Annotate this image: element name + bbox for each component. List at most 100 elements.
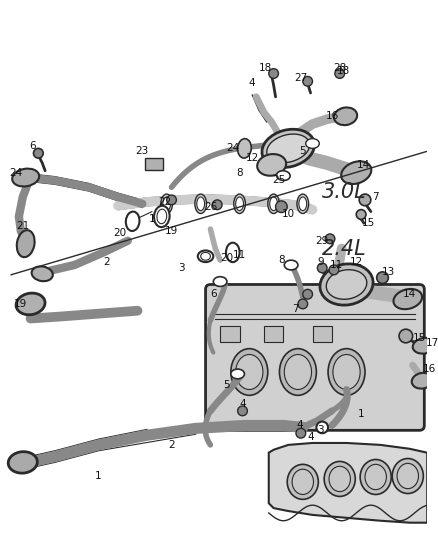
Text: 20: 20 [220,253,233,263]
Ellipse shape [393,289,422,309]
Circle shape [318,263,327,273]
Ellipse shape [326,270,367,300]
Ellipse shape [329,466,350,491]
Circle shape [303,76,312,86]
Ellipse shape [413,338,436,354]
Ellipse shape [328,349,365,395]
Circle shape [303,289,312,299]
Text: 10: 10 [282,208,295,219]
Bar [312,326,332,342]
Ellipse shape [297,194,309,214]
Text: 22: 22 [158,197,171,207]
Ellipse shape [360,459,391,495]
Ellipse shape [213,277,227,286]
Circle shape [329,265,339,275]
Circle shape [325,234,335,244]
Circle shape [212,200,222,209]
Circle shape [269,69,279,78]
Ellipse shape [287,464,318,499]
Text: 17: 17 [425,338,438,348]
Text: 14: 14 [403,289,417,299]
Text: 4: 4 [297,421,303,431]
Ellipse shape [12,168,39,187]
Ellipse shape [257,154,286,176]
Text: 3.0L: 3.0L [322,182,367,202]
Ellipse shape [268,194,279,214]
Ellipse shape [231,369,244,379]
Text: 1: 1 [95,471,102,481]
Ellipse shape [201,253,210,260]
Circle shape [377,272,389,284]
Ellipse shape [197,197,205,211]
Text: 23: 23 [136,146,149,156]
Text: 1: 1 [149,214,155,224]
Ellipse shape [17,230,35,257]
Text: 2: 2 [168,440,175,450]
Text: 12: 12 [246,153,259,163]
Ellipse shape [270,197,278,211]
Circle shape [167,195,177,205]
Text: 11: 11 [330,260,343,270]
Text: 16: 16 [423,364,436,374]
Ellipse shape [231,349,268,395]
Text: 4: 4 [307,432,314,442]
Circle shape [276,201,287,213]
Text: 28: 28 [333,63,346,72]
Text: 2.4L: 2.4L [322,238,367,259]
Ellipse shape [154,206,170,227]
Text: 6: 6 [210,289,217,299]
FancyBboxPatch shape [205,285,424,430]
Text: 3: 3 [317,425,324,435]
Text: 5: 5 [224,379,230,390]
Text: 18: 18 [337,66,350,76]
Text: 29: 29 [316,236,329,246]
Ellipse shape [161,194,173,214]
Ellipse shape [126,212,139,231]
Circle shape [33,148,43,158]
Text: 15: 15 [362,218,375,228]
Ellipse shape [16,293,45,315]
Ellipse shape [299,197,307,211]
Text: 8: 8 [278,255,285,265]
Text: 26: 26 [204,201,217,212]
Ellipse shape [238,139,251,158]
Text: 4: 4 [239,399,246,409]
Text: 13: 13 [381,267,395,277]
Ellipse shape [8,451,37,473]
Circle shape [296,429,306,438]
Bar [145,158,163,170]
Text: 14: 14 [357,160,370,170]
Text: 7: 7 [292,304,298,314]
Ellipse shape [397,463,418,489]
Ellipse shape [292,469,314,495]
Polygon shape [269,443,427,523]
Bar [264,326,283,342]
Text: 4: 4 [249,78,255,88]
Text: 24: 24 [226,143,240,154]
Ellipse shape [341,161,371,184]
Text: 12: 12 [350,257,363,267]
Text: 7: 7 [372,192,379,202]
Text: 21: 21 [16,221,29,231]
Circle shape [399,329,413,343]
Ellipse shape [334,108,357,125]
Circle shape [238,406,247,416]
Ellipse shape [284,260,298,270]
Text: 25: 25 [272,175,285,185]
Ellipse shape [234,194,245,214]
Ellipse shape [392,458,424,494]
Text: 27: 27 [294,74,307,83]
Text: 18: 18 [259,63,272,72]
Circle shape [335,69,345,78]
Ellipse shape [236,197,244,211]
Ellipse shape [279,349,316,395]
Bar [220,326,240,342]
Text: 24: 24 [9,168,23,177]
Ellipse shape [412,373,433,389]
Ellipse shape [284,354,311,390]
Text: 19: 19 [14,299,28,309]
Ellipse shape [320,264,373,305]
Ellipse shape [157,209,167,224]
Circle shape [356,209,366,220]
Circle shape [298,299,307,309]
